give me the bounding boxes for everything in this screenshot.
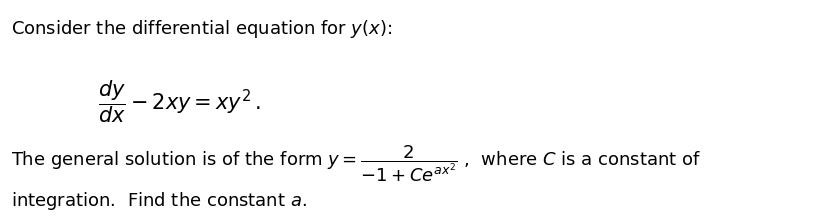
Text: The general solution is of the form $y = \dfrac{2}{-1 + Ce^{ax^2}}$ ,  where $C$: The general solution is of the form $y =… [11, 143, 701, 184]
Text: $\dfrac{dy}{dx} - 2xy = xy^2\,.$: $\dfrac{dy}{dx} - 2xy = xy^2\,.$ [98, 78, 261, 125]
Text: Consider the differential equation for $y(x)$:: Consider the differential equation for $… [11, 18, 392, 40]
Text: integration.  Find the constant $a$.: integration. Find the constant $a$. [11, 190, 307, 212]
